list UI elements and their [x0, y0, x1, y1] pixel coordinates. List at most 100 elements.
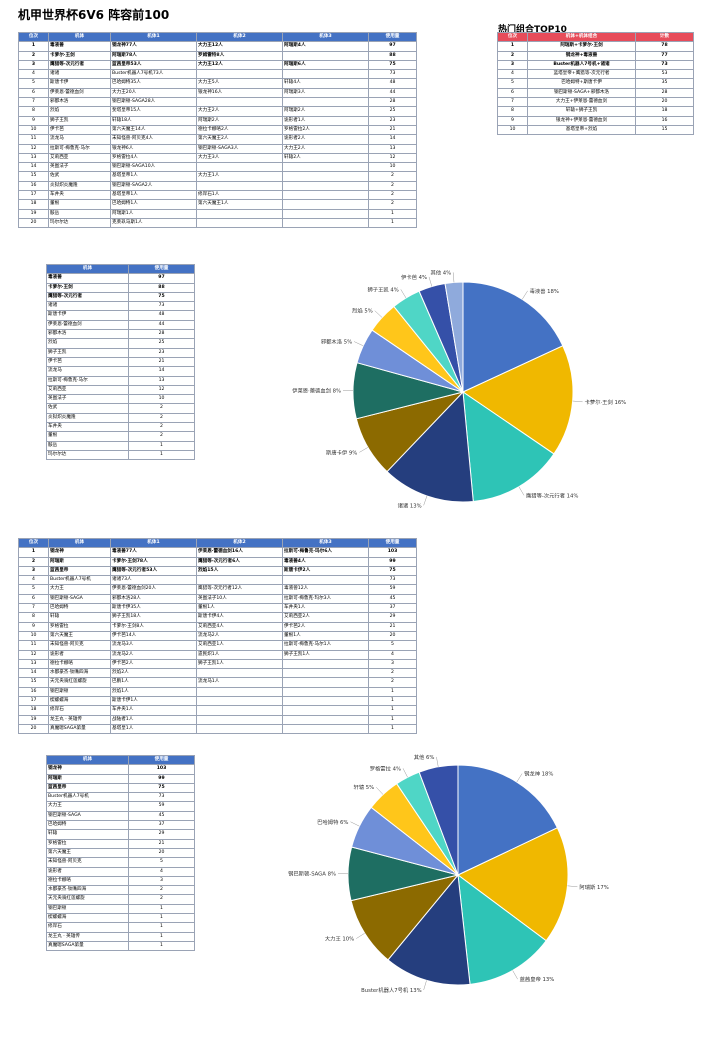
- table-cell: 4: [18, 69, 49, 80]
- table-header-row: 位次 机体 机体1 机体2 机体3 使用量: [18, 537, 417, 549]
- table-cell: 蓝茜皇帝: [48, 565, 111, 577]
- table-cell: [196, 705, 283, 716]
- table-cell: 修岸石1人: [196, 190, 283, 201]
- table-cell: 28: [128, 329, 195, 340]
- pie-slice-label: 阿瑞斯 17%: [579, 883, 608, 891]
- table-cell: 斯唐卡伊1人: [110, 696, 197, 707]
- table-cell: 鹰猎等-次元行者53人: [110, 565, 197, 577]
- pie-slice-label: 狮子王凯 4%: [367, 285, 398, 293]
- table-cell: 23: [368, 115, 417, 126]
- table-row: 17 车井央 基塔皇帝1人 修岸石1人 2: [18, 190, 417, 201]
- pie-slice-label: 伊卡芭 4%: [401, 273, 427, 281]
- pie-leader-line: [400, 289, 407, 299]
- table-cell: [196, 180, 283, 192]
- table-cell: 董根: [46, 431, 129, 442]
- pie-leader-line: [354, 341, 364, 346]
- table-row: 5 斯唐卡伊 巴哈姆特35人 大力王5人 轩辕4人 48: [18, 78, 417, 89]
- table-cell: 大力王1人: [196, 171, 283, 182]
- column-header: 使用量: [128, 754, 195, 766]
- mecha-usage-pie-chart: 毒液兽 18% 卡萝尔·王剑 16% 鹰猎等-次元行者 14% 诸诸 13% 斯唐卡伊 …: [292, 268, 626, 509]
- table-cell: 73: [128, 301, 195, 312]
- table-cell: 88: [128, 282, 195, 293]
- table-cell: 2: [128, 422, 195, 433]
- table-row: 1 阿瑞斯+卡萝尔·王剑 78: [497, 41, 694, 52]
- hot-combo-title: 热门组合TOP10: [498, 25, 567, 35]
- column-header: 机体: [48, 31, 111, 43]
- table-cell: 末知怪兽·阿贝克: [48, 640, 111, 651]
- table-row: 卡萝尔·王剑 88: [46, 282, 195, 293]
- table-row: 18 董根 巴哈姆特1人 第六天魔王1人 2: [18, 199, 417, 210]
- table-cell: 1: [128, 940, 195, 952]
- table-cell: 2: [18, 556, 49, 567]
- table-cell: 炎狱炽炎魔隆: [46, 412, 129, 424]
- table-cell: 董根1人: [282, 630, 369, 642]
- table-row: 楔螺螺海 1: [46, 913, 195, 924]
- table-row: 20 玛尔尔达 克莱玖马斯1人 1: [18, 217, 417, 229]
- table-cell: 18: [18, 199, 49, 210]
- table-cell: 流龙马3人: [110, 640, 197, 651]
- table-cell: 21: [368, 124, 417, 136]
- table-cell: 10: [497, 124, 528, 136]
- table-cell: 玛尔尔达: [46, 449, 129, 461]
- table-cell: 卡萝尔·王剑8人: [110, 621, 197, 632]
- table-cell: 艾莉西亚2人: [282, 612, 369, 623]
- table-cell: [282, 217, 369, 229]
- table-cell: 董根1人: [196, 603, 283, 614]
- table-cell: [196, 97, 283, 108]
- table-cell: 轩辕2人: [282, 152, 369, 164]
- table-cell: 1: [368, 723, 417, 735]
- table-cell: 25: [128, 338, 195, 349]
- table-cell: 阿瑞斯: [48, 556, 111, 567]
- pie-slice-label: 其他 6%: [414, 753, 435, 761]
- table-cell: Buster机器人7号机: [48, 575, 111, 586]
- table-row: 3 鹰猎等-次元行者 蓝茜皇帝53人 大力王12人 阿瑞斯6人 75: [18, 59, 417, 71]
- table-cell: 楔螺螺海: [48, 696, 111, 707]
- table-cell: 12: [368, 152, 417, 164]
- table-cell: [196, 714, 283, 725]
- pie-slice-label: 诸诸 13%: [398, 502, 422, 509]
- table-cell: 37: [128, 820, 195, 831]
- table-cell: 1: [128, 903, 195, 915]
- table-cell: 战陆者1人: [110, 714, 197, 725]
- table-cell: 诸诸: [48, 69, 111, 80]
- table-cell: 3: [128, 875, 195, 887]
- table-cell: 3: [368, 658, 417, 670]
- table-row: 伊莱恩·蕾德血剑 44: [46, 319, 195, 331]
- table-cell: 73: [368, 69, 417, 80]
- table-cell: 罗姆雷特8人: [196, 50, 283, 61]
- table-row: 修岸石 1: [46, 922, 195, 933]
- table-cell: 诡形者2人: [282, 134, 369, 145]
- table-cell: 20: [635, 97, 694, 108]
- table-cell: 大力王: [48, 584, 111, 595]
- table-cell: 毒液兽: [48, 41, 111, 52]
- table-cell: 3: [18, 59, 49, 71]
- table-cell: 6: [18, 593, 49, 605]
- table-row: 拉斯可·梅鲁克·马尔 13: [46, 375, 195, 386]
- table-cell: 1: [368, 696, 417, 707]
- table-cell: 巴哈姆特: [46, 820, 129, 831]
- table-cell: [196, 162, 283, 173]
- table-cell: 鹰猎等-次元行者12人: [196, 584, 283, 595]
- table-cell: 29: [368, 612, 417, 623]
- table-cell: 钢巴斯顿-SAGA: [46, 810, 129, 822]
- table-cell: 艾莉西亚: [46, 384, 129, 396]
- table-row: 7 大力王+伊莱恩·蕾德血剑 20: [497, 97, 694, 108]
- table-cell: 毒液兽: [46, 273, 129, 284]
- table-cell: 77: [635, 50, 694, 61]
- table-cell: 3: [497, 59, 528, 71]
- table-row: 董根 2: [46, 431, 195, 442]
- table-row: 6 伊莱恩·蕾德血剑 大力王20人 银龙神16人 阿瑞斯3人 44: [18, 87, 417, 99]
- table-cell: 20: [128, 847, 195, 859]
- table-cell: 邪都木洛: [46, 329, 129, 340]
- table-cell: 73: [128, 792, 195, 803]
- table-cell: 钢巴斯顿-SAGA: [48, 593, 111, 605]
- table-row: 蓝茜皇帝 75: [46, 782, 195, 794]
- table-cell: 天元央骑红莲螺旋: [46, 894, 129, 905]
- table-cell: 13: [128, 375, 195, 386]
- table-cell: 14: [368, 134, 417, 145]
- column-header: 使用量: [368, 537, 417, 549]
- table-row: 轩辕 29: [46, 829, 195, 840]
- table-cell: 拉斯可·梅鲁克·马尔: [48, 143, 111, 154]
- table-cell: 银龙神+伊莱恩·蕾德血剑: [527, 115, 636, 126]
- table-row: 2 卡萝尔·王剑 阿瑞斯78人 罗姆雷特8人 88: [18, 50, 417, 61]
